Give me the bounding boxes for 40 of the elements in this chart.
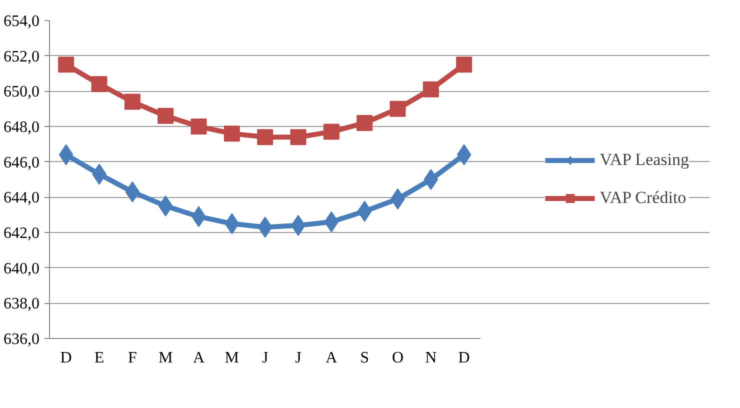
x-tick-label: E <box>94 350 104 366</box>
point <box>158 108 174 124</box>
point <box>224 126 240 142</box>
point <box>257 129 274 146</box>
y-tick-label: 642,0 <box>4 225 40 242</box>
legend-label: VAP Leasing <box>600 150 689 170</box>
x-tick-label: J <box>295 350 302 366</box>
x-tick-label: M <box>158 350 173 366</box>
x-tick-label: S <box>360 350 370 366</box>
point <box>58 56 74 73</box>
point <box>456 56 472 73</box>
y-tick-label: 648,0 <box>4 119 40 136</box>
legend-label: VAP Crédito <box>600 188 686 208</box>
y-tick-label: 650,0 <box>4 84 40 101</box>
point <box>158 196 173 216</box>
x-tick-label: M <box>224 350 240 366</box>
point <box>190 118 207 134</box>
point <box>356 114 373 131</box>
point <box>290 129 306 146</box>
y-tick-label: 646,0 <box>4 154 40 172</box>
x-tick-label: A <box>192 350 205 366</box>
point <box>323 124 340 140</box>
y-tick-label: 640,0 <box>4 260 40 278</box>
point <box>124 94 140 110</box>
x-tick-label: F <box>128 350 137 366</box>
y-tick-label: 654,0 <box>4 13 40 30</box>
y-tick-label: 652,0 <box>4 48 40 66</box>
x-tick-label: N <box>425 350 438 366</box>
y-tick-label: 638,0 <box>4 296 40 313</box>
x-tick-label: A <box>326 350 338 366</box>
point <box>424 169 438 190</box>
x-tick-label: O <box>392 350 404 366</box>
point <box>91 76 108 92</box>
point <box>422 81 439 98</box>
x-tick-label: D <box>458 350 470 366</box>
x-tick-label: D <box>60 350 72 366</box>
y-tick-label: 636,0 <box>4 331 40 348</box>
y-tick-label: 644,0 <box>4 190 40 207</box>
point <box>390 100 406 117</box>
x-tick-label: J <box>262 350 268 366</box>
